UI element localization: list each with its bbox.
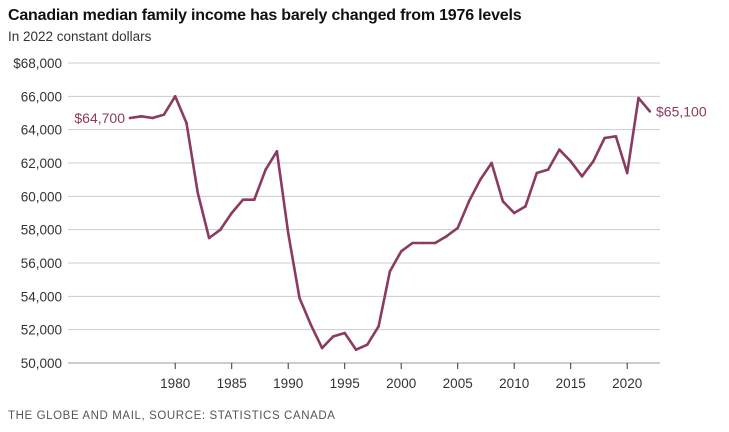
data-point bbox=[625, 171, 629, 175]
y-tick-label: 62,000 bbox=[21, 156, 62, 171]
y-tick-label: 52,000 bbox=[21, 323, 62, 338]
data-point bbox=[309, 323, 313, 326]
data-point bbox=[253, 198, 256, 201]
data-point bbox=[422, 241, 426, 245]
data-point bbox=[479, 178, 482, 181]
data-point bbox=[614, 135, 618, 138]
data-point bbox=[275, 150, 279, 153]
x-tick-label: 2020 bbox=[612, 376, 642, 391]
data-point bbox=[569, 160, 572, 163]
x-tick-label: 1990 bbox=[273, 376, 303, 391]
x-tick-label: 1980 bbox=[160, 376, 190, 391]
data-point bbox=[230, 211, 233, 215]
x-tick-label: 2015 bbox=[556, 376, 586, 391]
y-tick-label: 54,000 bbox=[21, 289, 62, 304]
data-point bbox=[207, 236, 211, 240]
data-point bbox=[501, 200, 505, 203]
data-point bbox=[648, 110, 652, 113]
y-tick-label: 66,000 bbox=[21, 89, 62, 104]
data-point bbox=[377, 325, 380, 328]
y-tick-label: 50,000 bbox=[21, 356, 62, 371]
data-point bbox=[264, 168, 267, 171]
data-point bbox=[320, 346, 324, 350]
data-point bbox=[456, 226, 460, 230]
income-line bbox=[129, 95, 651, 351]
data-point bbox=[411, 241, 414, 245]
data-point bbox=[445, 235, 448, 238]
data-point bbox=[490, 161, 493, 165]
data-point bbox=[580, 175, 584, 178]
x-tick-label: 1995 bbox=[330, 376, 360, 391]
data-point bbox=[162, 113, 166, 116]
data-point bbox=[637, 96, 640, 100]
data-point bbox=[512, 211, 516, 215]
source-credit: THE GLOBE AND MAIL, SOURCE: STATISTICS C… bbox=[8, 410, 336, 422]
data-point bbox=[433, 241, 437, 245]
data-point bbox=[286, 231, 290, 235]
data-point bbox=[343, 331, 347, 335]
y-tick-label: $68,000 bbox=[13, 56, 62, 71]
data-point bbox=[151, 116, 154, 120]
data-point bbox=[467, 200, 471, 203]
y-tick-label: 56,000 bbox=[21, 256, 62, 271]
data-point bbox=[241, 198, 245, 201]
data-point bbox=[354, 348, 358, 351]
x-tick-label: 2005 bbox=[443, 376, 473, 391]
x-tick-label: 1985 bbox=[217, 376, 247, 391]
data-point bbox=[219, 228, 222, 231]
end-value-label: $65,100 bbox=[656, 103, 707, 119]
x-tick-label: 2000 bbox=[386, 376, 416, 391]
data-point bbox=[366, 343, 369, 346]
chart-title: Canadian median family income has barely… bbox=[8, 7, 522, 24]
data-point bbox=[524, 205, 527, 208]
chart-subtitle: In 2022 constant dollars bbox=[8, 29, 152, 44]
data-point bbox=[298, 296, 301, 300]
data-point bbox=[185, 121, 188, 125]
data-point bbox=[603, 136, 606, 140]
data-point bbox=[535, 171, 539, 175]
y-tick-label: 58,000 bbox=[21, 223, 62, 238]
data-point bbox=[558, 148, 561, 151]
y-tick-label: 64,000 bbox=[21, 123, 62, 138]
data-point bbox=[173, 95, 177, 98]
data-point bbox=[388, 270, 392, 273]
x-tick-label: 2010 bbox=[499, 376, 529, 391]
start-value-label: $64,700 bbox=[74, 110, 125, 126]
y-tick-label: 60,000 bbox=[21, 189, 62, 204]
data-point bbox=[592, 160, 595, 163]
data-point bbox=[399, 250, 403, 253]
data-point bbox=[332, 335, 335, 338]
data-point bbox=[140, 115, 143, 118]
data-point bbox=[128, 116, 132, 120]
data-point bbox=[196, 191, 200, 195]
data-point bbox=[546, 168, 550, 171]
